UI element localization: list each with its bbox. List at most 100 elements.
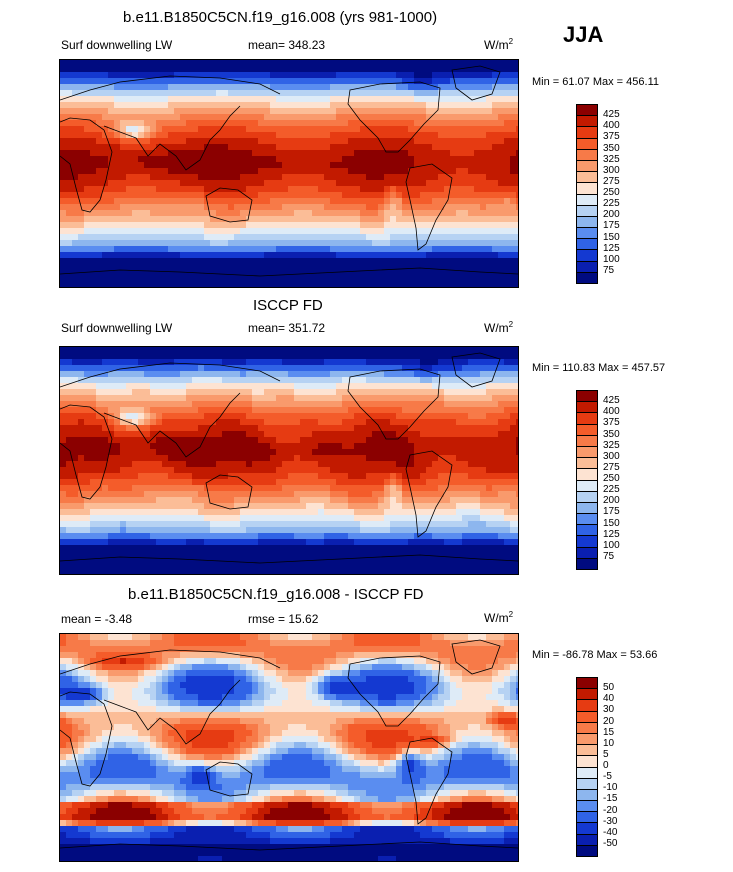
panel3-colorbar-tick-label: 0: [603, 760, 609, 771]
colorbar-swatch: [577, 105, 597, 117]
panel3-colorbar-tick-label: -40: [603, 826, 618, 838]
panel3-colorbar-tick-label: 20: [603, 715, 615, 727]
colorbar-swatch: [577, 756, 597, 768]
panel2-colorbar-tick-label: 225: [603, 484, 620, 496]
panel1-colorbar-tick-label: 325: [603, 153, 620, 165]
panel3-units: W/m2: [484, 610, 514, 625]
panel2-units: W/m2: [484, 320, 514, 335]
panel1-minmax: Min = 61.07 Max = 456.11: [532, 76, 659, 88]
panel3-minmax: Min = -86.78 Max = 53.66: [532, 649, 658, 661]
panel2-colorbar: [576, 390, 598, 570]
panel1-colorbar-tick-label: 100: [603, 253, 620, 265]
colorbar-swatch: [577, 469, 597, 481]
colorbar-swatch: [577, 272, 597, 283]
panel2-map-canvas: [60, 347, 518, 574]
colorbar-swatch: [577, 536, 597, 548]
panel3-field: [60, 634, 518, 861]
panel2-colorbar-tick-label: 100: [603, 539, 620, 551]
colorbar-swatch: [577, 413, 597, 425]
colorbar-swatch: [577, 812, 597, 824]
colorbar-swatch: [577, 689, 597, 701]
colorbar-swatch: [577, 458, 597, 470]
colorbar-swatch: [577, 778, 597, 790]
panel1-colorbar-tick-label: 75: [603, 264, 615, 276]
panel3-colorbar-tick-label: 10: [603, 737, 615, 749]
colorbar-swatch: [577, 845, 597, 856]
panel3-rmse-label: rmse = 15.62: [248, 612, 319, 626]
colorbar-swatch: [577, 435, 597, 447]
colorbar-swatch: [577, 801, 597, 813]
colorbar-swatch: [577, 391, 597, 403]
colorbar-swatch: [577, 558, 597, 569]
colorbar-swatch: [577, 834, 597, 846]
panel3-colorbar-tick-label: 40: [603, 693, 615, 705]
panel1-colorbar-tick-label: 150: [603, 231, 620, 243]
colorbar-swatch: [577, 183, 597, 195]
colorbar-swatch: [577, 767, 597, 779]
colorbar-swatch: [577, 700, 597, 712]
panel1-colorbar: [576, 104, 598, 284]
panel1-map: [59, 59, 519, 288]
panel1-colorbar-tick-label: 400: [603, 120, 620, 132]
panel1-colorbar-tick-label: 225: [603, 198, 620, 210]
panel1-colorbar-tick-label: 200: [603, 209, 620, 221]
panel2-colorbar-tick-label: 75: [603, 550, 615, 562]
panel2-field: [60, 347, 518, 574]
colorbar-swatch: [577, 205, 597, 217]
colorbar-swatch: [577, 711, 597, 723]
colorbar-swatch: [577, 250, 597, 262]
colorbar-swatch: [577, 127, 597, 139]
panel3-colorbar-tick-label: -10: [603, 782, 618, 794]
panel3-colorbar: [576, 677, 598, 857]
panel2-colorbar-tick-label: 175: [603, 506, 620, 518]
colorbar-swatch: [577, 789, 597, 802]
colorbar-swatch: [577, 261, 597, 273]
panel2-colorbar-tick-label: 425: [603, 395, 620, 407]
panel2-colorbar-tick-label: 375: [603, 417, 620, 429]
panel3-colorbar-tick-label: 30: [603, 704, 615, 716]
panel2-colorbar-tick-label: 275: [603, 461, 620, 473]
panel3-map-canvas: [60, 634, 518, 861]
panel2-colorbar-tick-label: 200: [603, 495, 620, 507]
panel3-colorbar-tick-label: -5: [603, 771, 612, 783]
panel2-mean-label: mean= 351.72: [248, 321, 326, 335]
colorbar-swatch: [577, 160, 597, 173]
colorbar-swatch: [577, 733, 597, 746]
panel2-map: [59, 346, 519, 575]
panel1-mean-label: mean= 348.23: [248, 38, 326, 52]
colorbar-swatch: [577, 745, 597, 757]
panel1-colorbar-tick-label: 125: [603, 242, 620, 254]
colorbar-swatch: [577, 491, 597, 503]
panel2-colorbar-tick-label: 125: [603, 528, 620, 540]
colorbar-swatch: [577, 172, 597, 184]
colorbar-swatch: [577, 823, 597, 835]
colorbar-swatch: [577, 402, 597, 414]
panel1-colorbar-tick-label: 350: [603, 142, 620, 154]
colorbar-swatch: [577, 149, 597, 161]
panel1-variable-label: Surf downwelling LW: [61, 38, 173, 52]
panel3-title: b.e11.B1850C5CN.f19_g16.008 - ISCCP FD: [128, 586, 424, 603]
panel1-colorbar-tick-label: 300: [603, 164, 620, 176]
panel2-colorbar-tick-label: 400: [603, 406, 620, 418]
colorbar-swatch: [577, 424, 597, 436]
colorbar-swatch: [577, 216, 597, 229]
colorbar-swatch: [577, 480, 597, 492]
colorbar-swatch: [577, 525, 597, 537]
panel1-colorbar-tick-label: 275: [603, 175, 620, 187]
colorbar-swatch: [577, 228, 597, 240]
panel3-colorbar-tick-label: 5: [603, 748, 609, 760]
panel1-colorbar-tick-label: 250: [603, 187, 620, 198]
panel2-colorbar-tick-label: 250: [603, 473, 620, 484]
panel1-colorbar-tick-label: 175: [603, 220, 620, 232]
panel3-colorbar-tick-label: 15: [603, 726, 615, 738]
panel3-map: [59, 633, 519, 862]
colorbar-swatch: [577, 547, 597, 559]
season-label: JJA: [563, 22, 604, 47]
colorbar-swatch: [577, 194, 597, 206]
panel2-colorbar-tick-label: 150: [603, 517, 620, 529]
colorbar-swatch: [577, 502, 597, 515]
colorbar-swatch: [577, 514, 597, 526]
colorbar-swatch: [577, 239, 597, 251]
panel2-colorbar-tick-label: 325: [603, 439, 620, 451]
panel1-field: [60, 60, 518, 287]
